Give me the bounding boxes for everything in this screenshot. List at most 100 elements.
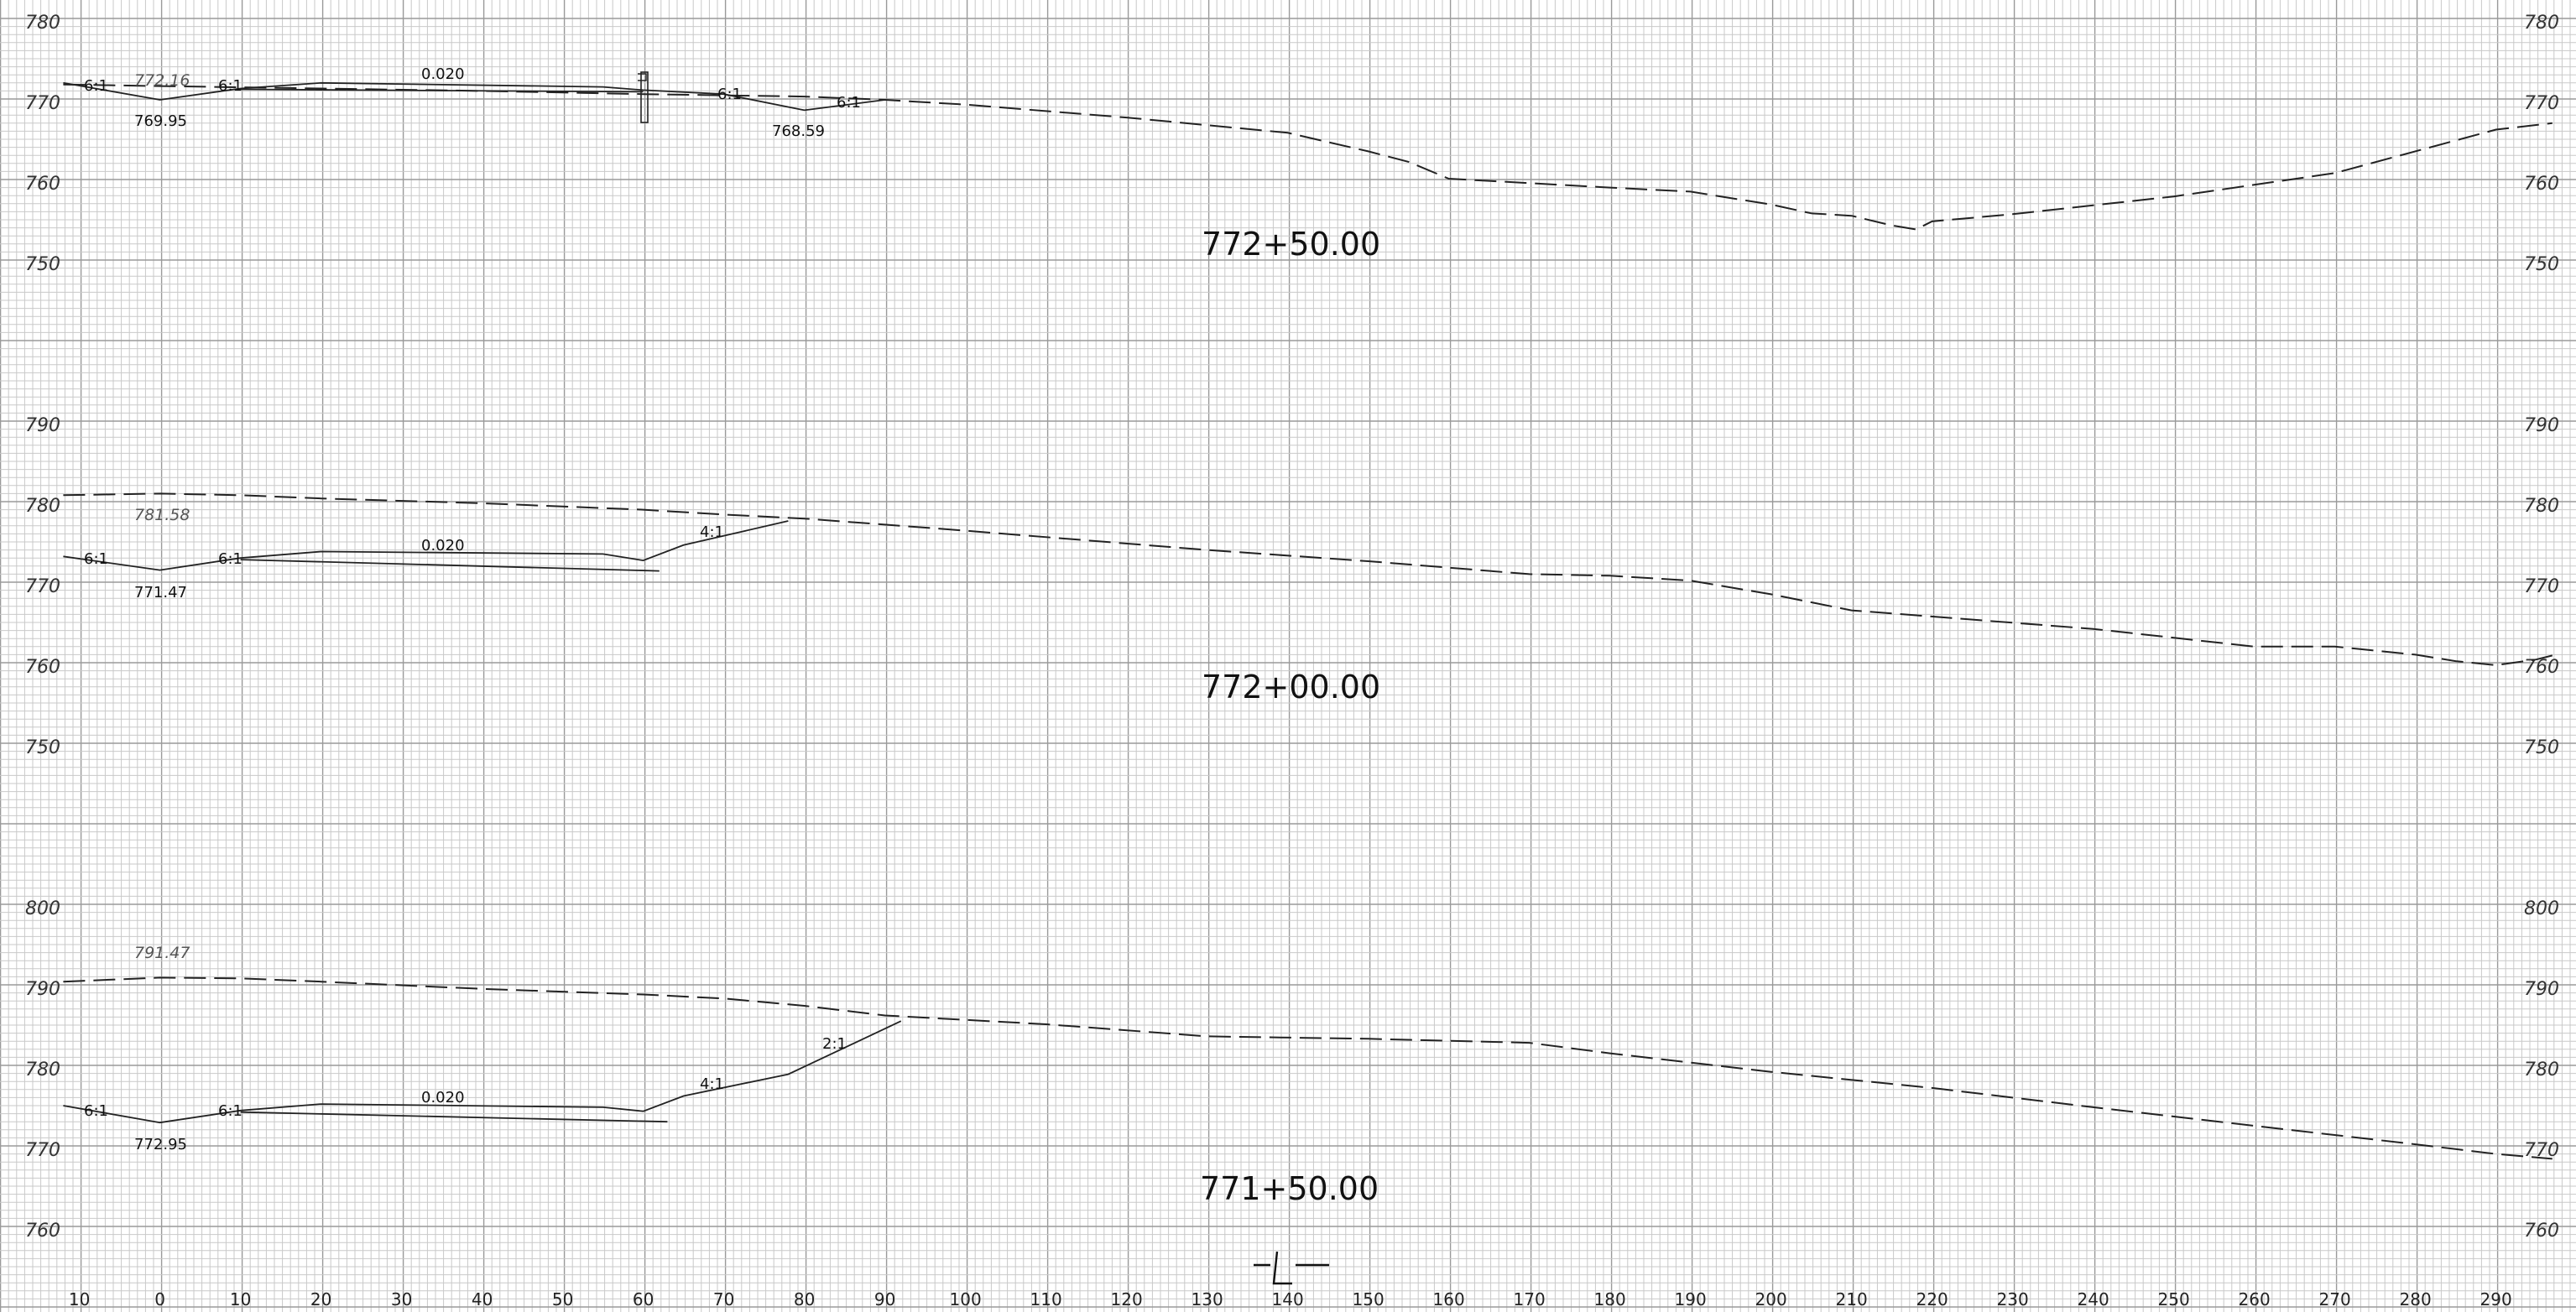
existing-ground-elevation: 791.47 <box>134 944 190 962</box>
existing-ground-elevation: 772.16 <box>134 71 190 90</box>
design-subgrade-line <box>240 88 644 93</box>
low-point-elevation-left: 771.47 <box>134 584 187 601</box>
slope-label: 2:1 <box>822 1035 847 1053</box>
offset-label: 150 <box>1353 1289 1384 1309</box>
design-subgrade-line <box>240 1111 668 1123</box>
design-subgrade-line <box>240 559 660 572</box>
offset-label: 30 <box>391 1289 412 1309</box>
slope-label: 6:1 <box>84 1102 108 1120</box>
elevation-labels-left: 800 790 780 770 760 <box>25 898 60 1242</box>
slope-label: 4:1 <box>700 523 724 541</box>
slope-label: 6:1 <box>837 94 861 112</box>
centerline-symbol: CL <box>1254 1251 1329 1285</box>
design-template-line <box>63 81 885 112</box>
slope-label: 6:1 <box>84 550 108 568</box>
cross-slope-label: 0.020 <box>421 65 465 83</box>
offset-label: 230 <box>1997 1289 2029 1309</box>
cross-slope-label: 0.020 <box>421 1089 465 1106</box>
guardrail-post <box>638 71 649 123</box>
offset-label: 270 <box>2319 1289 2351 1309</box>
offset-label: 250 <box>2158 1289 2190 1309</box>
offset-label: 140 <box>1272 1289 1304 1309</box>
elevation-labels-left: 790 780 770 760 750 <box>25 415 60 758</box>
slope-label: 6:1 <box>218 550 242 568</box>
offset-label: 290 <box>2480 1289 2512 1309</box>
offset-label: 20 <box>310 1289 331 1309</box>
elevation-label: 770 <box>25 93 60 114</box>
offset-label: 190 <box>1675 1289 1707 1309</box>
section-772-50: 780 770 760 750 780 770 760 750 772.16 7… <box>25 13 2559 275</box>
elevation-label: 760 <box>25 657 60 678</box>
section-772-00: 790 780 770 760 750 790 780 770 760 750 … <box>25 415 2559 758</box>
existing-ground-elevation: 781.58 <box>134 506 190 524</box>
offset-label: 240 <box>2078 1289 2109 1309</box>
offset-label: 100 <box>950 1289 982 1309</box>
offset-label: 170 <box>1514 1289 1546 1309</box>
offset-label: 60 <box>633 1289 654 1309</box>
slope-label: 6:1 <box>717 86 742 103</box>
existing-ground-line <box>63 83 2553 231</box>
offset-label: 10 <box>69 1289 90 1309</box>
low-point-elevation-left: 769.95 <box>134 112 187 130</box>
elevation-label: 800 <box>2524 898 2559 919</box>
offset-label: 0 <box>154 1289 165 1309</box>
elevation-labels-right: 780 770 760 750 <box>2524 13 2559 275</box>
design-template-line <box>63 520 789 571</box>
offset-label: 50 <box>552 1289 573 1309</box>
elevation-label: 770 <box>25 1140 60 1161</box>
existing-ground-line <box>63 492 2553 666</box>
elevation-label: 780 <box>25 1059 60 1080</box>
slope-label: 6:1 <box>218 77 242 95</box>
offset-label: 120 <box>1111 1289 1143 1309</box>
elevation-label: 770 <box>2524 93 2559 114</box>
elevation-label: 790 <box>2524 979 2559 1000</box>
elevation-label: 760 <box>2524 174 2559 195</box>
elevation-labels-left: 780 770 760 750 <box>25 13 60 275</box>
offset-label: 90 <box>874 1289 895 1309</box>
offset-label: 160 <box>1433 1289 1465 1309</box>
offset-label: 70 <box>713 1289 734 1309</box>
elevation-labels-right: 790 780 770 760 750 <box>2524 415 2559 758</box>
offset-axis: 10 0 10 20 30 40 50 60 70 80 90 100 110 120 130 140 150 1… <box>69 1289 2512 1309</box>
low-point-elevation-right: 768.59 <box>772 122 825 140</box>
elevation-label: 780 <box>2524 496 2559 517</box>
elevation-label: 780 <box>25 13 60 34</box>
elevation-label: 780 <box>2524 13 2559 34</box>
elevation-label: 790 <box>25 979 60 1000</box>
station-label: 772+00.00 <box>1202 669 1380 705</box>
offset-label: 280 <box>2400 1289 2432 1309</box>
offset-label: 260 <box>2239 1289 2271 1309</box>
elevation-label: 760 <box>25 1221 60 1242</box>
elevation-label: 750 <box>25 737 60 758</box>
elevation-label: 760 <box>25 174 60 195</box>
offset-label: 110 <box>1030 1289 1062 1309</box>
slope-label: 6:1 <box>84 77 108 95</box>
elevation-label: 790 <box>2524 415 2559 436</box>
elevation-labels-right: 800 790 780 770 760 <box>2524 898 2559 1242</box>
elevation-label: 750 <box>2524 737 2559 758</box>
low-point-elevation-left: 772.95 <box>134 1136 187 1153</box>
slope-label: 4:1 <box>700 1075 724 1093</box>
elevation-label: 770 <box>25 576 60 597</box>
elevation-label: 770 <box>2524 576 2559 597</box>
cross-slope-label: 0.020 <box>421 537 465 554</box>
offset-label: 80 <box>794 1289 815 1309</box>
slope-label: 6:1 <box>218 1102 242 1120</box>
offset-label: 200 <box>1755 1289 1787 1309</box>
existing-ground-line <box>63 976 2553 1160</box>
station-label: 772+50.00 <box>1202 226 1380 263</box>
elevation-label: 760 <box>2524 1221 2559 1242</box>
elevation-label: 800 <box>25 898 60 919</box>
offset-label: 130 <box>1192 1289 1223 1309</box>
offset-label: 10 <box>230 1289 251 1309</box>
offset-label: 210 <box>1836 1289 1868 1309</box>
elevation-label: 790 <box>25 415 60 436</box>
offset-label: 40 <box>472 1289 493 1309</box>
design-template-line <box>63 1020 902 1124</box>
elevation-label: 750 <box>2524 254 2559 275</box>
elevation-label: 750 <box>25 254 60 275</box>
elevation-label: 780 <box>25 496 60 517</box>
offset-label: 180 <box>1594 1289 1626 1309</box>
